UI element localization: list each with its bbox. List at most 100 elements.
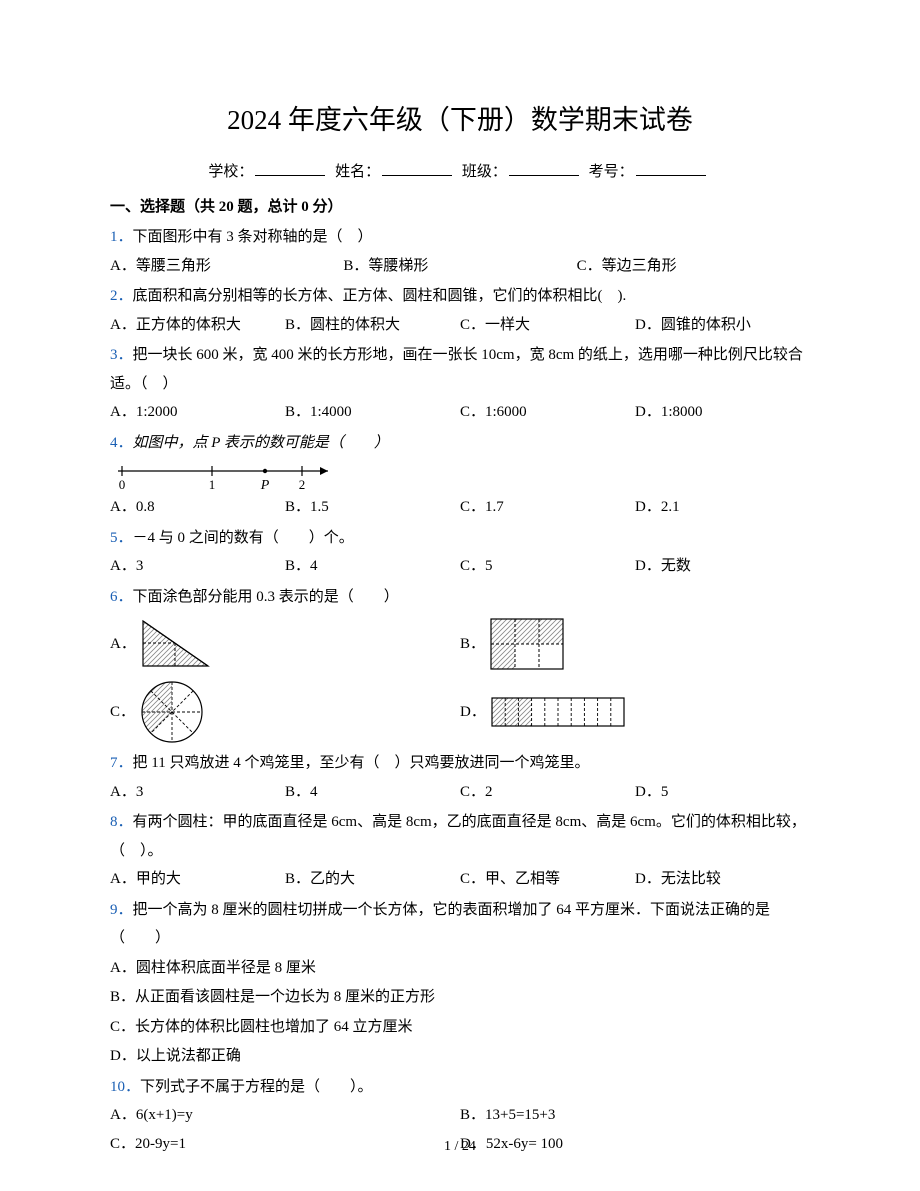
question-6: 6．下面涂色部分能用 0.3 表示的是（ ） <box>110 583 810 612</box>
q8-text: 有两个圆柱：甲的底面直径是 6cm、高是 8cm，乙的底面直径是 8cm、高是 … <box>110 814 806 859</box>
q5-opt-c: C．5 <box>460 552 635 581</box>
triangle-icon <box>140 618 212 670</box>
q2-opt-c: C．一样大 <box>460 311 635 340</box>
q9-options: A．圆柱体积底面半径是 8 厘米 B．从正面看该圆柱是一个边长为 8 厘米的正方… <box>110 954 810 1071</box>
question-1: 1．下面图形中有 3 条对称轴的是（ ） <box>110 223 810 252</box>
tick-0: 0 <box>119 477 126 491</box>
school-blank <box>255 161 325 176</box>
q7-opt-d: D．5 <box>635 778 810 807</box>
q10-text: 下列式子不属于方程的是（ ）。 <box>140 1079 373 1095</box>
q5-opt-b: B．4 <box>285 552 460 581</box>
question-2: 2．底面积和高分别相等的长方体、正方体、圆柱和圆锥，它们的体积相比( ). <box>110 282 810 311</box>
q4-text: 如图中，点 P 表示的数可能是（ ） <box>133 435 389 451</box>
q10-opt-b: B．13+5=15+3 <box>460 1101 810 1130</box>
examno-blank <box>636 161 706 176</box>
q1-opt-c: C．等边三角形 <box>577 252 810 281</box>
q3-opt-c: C．1:6000 <box>460 398 635 427</box>
q3-options: A．1:2000 B．1:4000 C．1:6000 D．1:8000 <box>110 398 810 427</box>
q10-options-row1: A．6(x+1)=y B．13+5=15+3 <box>110 1101 810 1130</box>
q1-text: 下面图形中有 3 条对称轴的是（ ） <box>133 229 373 245</box>
q9-opt-c: C．长方体的体积比圆柱也增加了 64 立方厘米 <box>110 1013 810 1042</box>
question-7: 7．把 11 只鸡放进 4 个鸡笼里，至少有（ ）只鸡要放进同一个鸡笼里。 <box>110 749 810 778</box>
q7-opt-a: A．3 <box>110 778 285 807</box>
page-number: 1 / 24 <box>0 1134 920 1161</box>
numberline-icon: 0 1 2 P <box>110 461 340 491</box>
q4-opt-d: D．2.1 <box>635 493 810 522</box>
name-label: 姓名： <box>335 164 380 180</box>
q3-number: 3． <box>110 347 133 363</box>
q8-opt-b: B．乙的大 <box>285 865 460 894</box>
q6-opt-c-label: C． <box>110 698 135 727</box>
q7-opt-c: C．2 <box>460 778 635 807</box>
q9-opt-a: A．圆柱体积底面半径是 8 厘米 <box>110 954 810 983</box>
q7-number: 7． <box>110 755 133 771</box>
q6-opt-a-label: A． <box>110 630 136 659</box>
q6-row-cd: C． D． <box>110 677 810 747</box>
q6-fig-d <box>490 696 626 728</box>
school-label: 学校： <box>208 164 253 180</box>
q6-text: 下面涂色部分能用 0.3 表示的是（ ） <box>133 589 399 605</box>
question-8: 8．有两个圆柱：甲的底面直径是 6cm、高是 8cm，乙的底面直径是 8cm、高… <box>110 808 810 865</box>
q6-fig-c <box>139 679 205 745</box>
page-title: 2024 年度六年级（下册）数学期末试卷 <box>110 95 810 146</box>
q8-number: 8． <box>110 814 133 830</box>
q6-cell-c: C． <box>110 677 460 747</box>
q5-options: A．3 B．4 C．5 D．无数 <box>110 552 810 581</box>
q6-cell-b: B． <box>460 615 810 673</box>
q5-opt-a: A．3 <box>110 552 285 581</box>
question-5: 5．－4 与 0 之间的数有（ ）个。 <box>110 524 810 553</box>
q8-opt-c: C．甲、乙相等 <box>460 865 635 894</box>
q1-opt-a: A．等腰三角形 <box>110 252 343 281</box>
tick-1: 1 <box>209 477 216 491</box>
q3-opt-b: B．1:4000 <box>285 398 460 427</box>
p-label: P <box>260 478 270 491</box>
question-3: 3．把一块长 600 米，宽 400 米的长方形地，画在一张长 10cm，宽 8… <box>110 341 810 398</box>
q10-opt-a: A．6(x+1)=y <box>110 1101 460 1130</box>
question-9: 9．把一个高为 8 厘米的圆柱切拼成一个长方体，它的表面积增加了 64 平方厘米… <box>110 896 810 953</box>
q3-opt-d: D．1:8000 <box>635 398 810 427</box>
q6-number: 6． <box>110 589 133 605</box>
question-10: 10．下列式子不属于方程的是（ ）。 <box>110 1073 810 1102</box>
grid-3x2-icon <box>489 617 565 671</box>
name-blank <box>382 161 452 176</box>
question-4: 4．如图中，点 P 表示的数可能是（ ） <box>110 429 810 458</box>
q2-text: 底面积和高分别相等的长方体、正方体、圆柱和圆锥，它们的体积相比( ). <box>133 288 627 304</box>
q8-options: A．甲的大 B．乙的大 C．甲、乙相等 D．无法比较 <box>110 865 810 894</box>
student-info-line: 学校： 姓名： 班级： 考号： <box>110 158 810 187</box>
q1-options: A．等腰三角形 B．等腰梯形 C．等边三角形 <box>110 252 810 281</box>
q2-opt-a: A．正方体的体积大 <box>110 311 285 340</box>
q9-opt-d: D．以上说法都正确 <box>110 1042 810 1071</box>
q7-options: A．3 B．4 C．2 D．5 <box>110 778 810 807</box>
q9-text: 把一个高为 8 厘米的圆柱切拼成一个长方体，它的表面积增加了 64 平方厘米．下… <box>110 902 770 947</box>
q5-text: －4 与 0 之间的数有（ ）个。 <box>133 530 354 546</box>
examno-label: 考号： <box>589 164 634 180</box>
q10-number: 10． <box>110 1079 140 1095</box>
q4-opt-b: B．1.5 <box>285 493 460 522</box>
q6-fig-a <box>140 618 212 670</box>
q6-opt-d-label: D． <box>460 698 486 727</box>
class-blank <box>509 161 579 176</box>
class-label: 班级： <box>462 164 507 180</box>
q5-number: 5． <box>110 530 133 546</box>
q2-options: A．正方体的体积大 B．圆柱的体积大 C．一样大 D．圆锥的体积小 <box>110 311 810 340</box>
q1-number: 1． <box>110 229 133 245</box>
q6-row-ab: A． B． <box>110 615 810 673</box>
q6-fig-b <box>489 617 565 671</box>
q9-number: 9． <box>110 902 133 918</box>
q6-opt-b-label: B． <box>460 630 485 659</box>
q6-cell-a: A． <box>110 616 460 672</box>
q6-cell-d: D． <box>460 694 810 730</box>
q5-opt-d: D．无数 <box>635 552 810 581</box>
q8-opt-d: D．无法比较 <box>635 865 810 894</box>
q2-opt-d: D．圆锥的体积小 <box>635 311 810 340</box>
section-1-header: 一、选择题（共 20 题，总计 0 分） <box>110 193 810 222</box>
q7-opt-b: B．4 <box>285 778 460 807</box>
q2-opt-b: B．圆柱的体积大 <box>285 311 460 340</box>
q3-text: 把一块长 600 米，宽 400 米的长方形地，画在一张长 10cm，宽 8cm… <box>110 347 803 392</box>
q3-opt-a: A．1:2000 <box>110 398 285 427</box>
q4-options: A．0.8 B．1.5 C．1.7 D．2.1 <box>110 493 810 522</box>
q4-number: 4． <box>110 435 133 451</box>
q2-number: 2． <box>110 288 133 304</box>
q9-opt-b: B．从正面看该圆柱是一个边长为 8 厘米的正方形 <box>110 983 810 1012</box>
q1-opt-b: B．等腰梯形 <box>343 252 576 281</box>
